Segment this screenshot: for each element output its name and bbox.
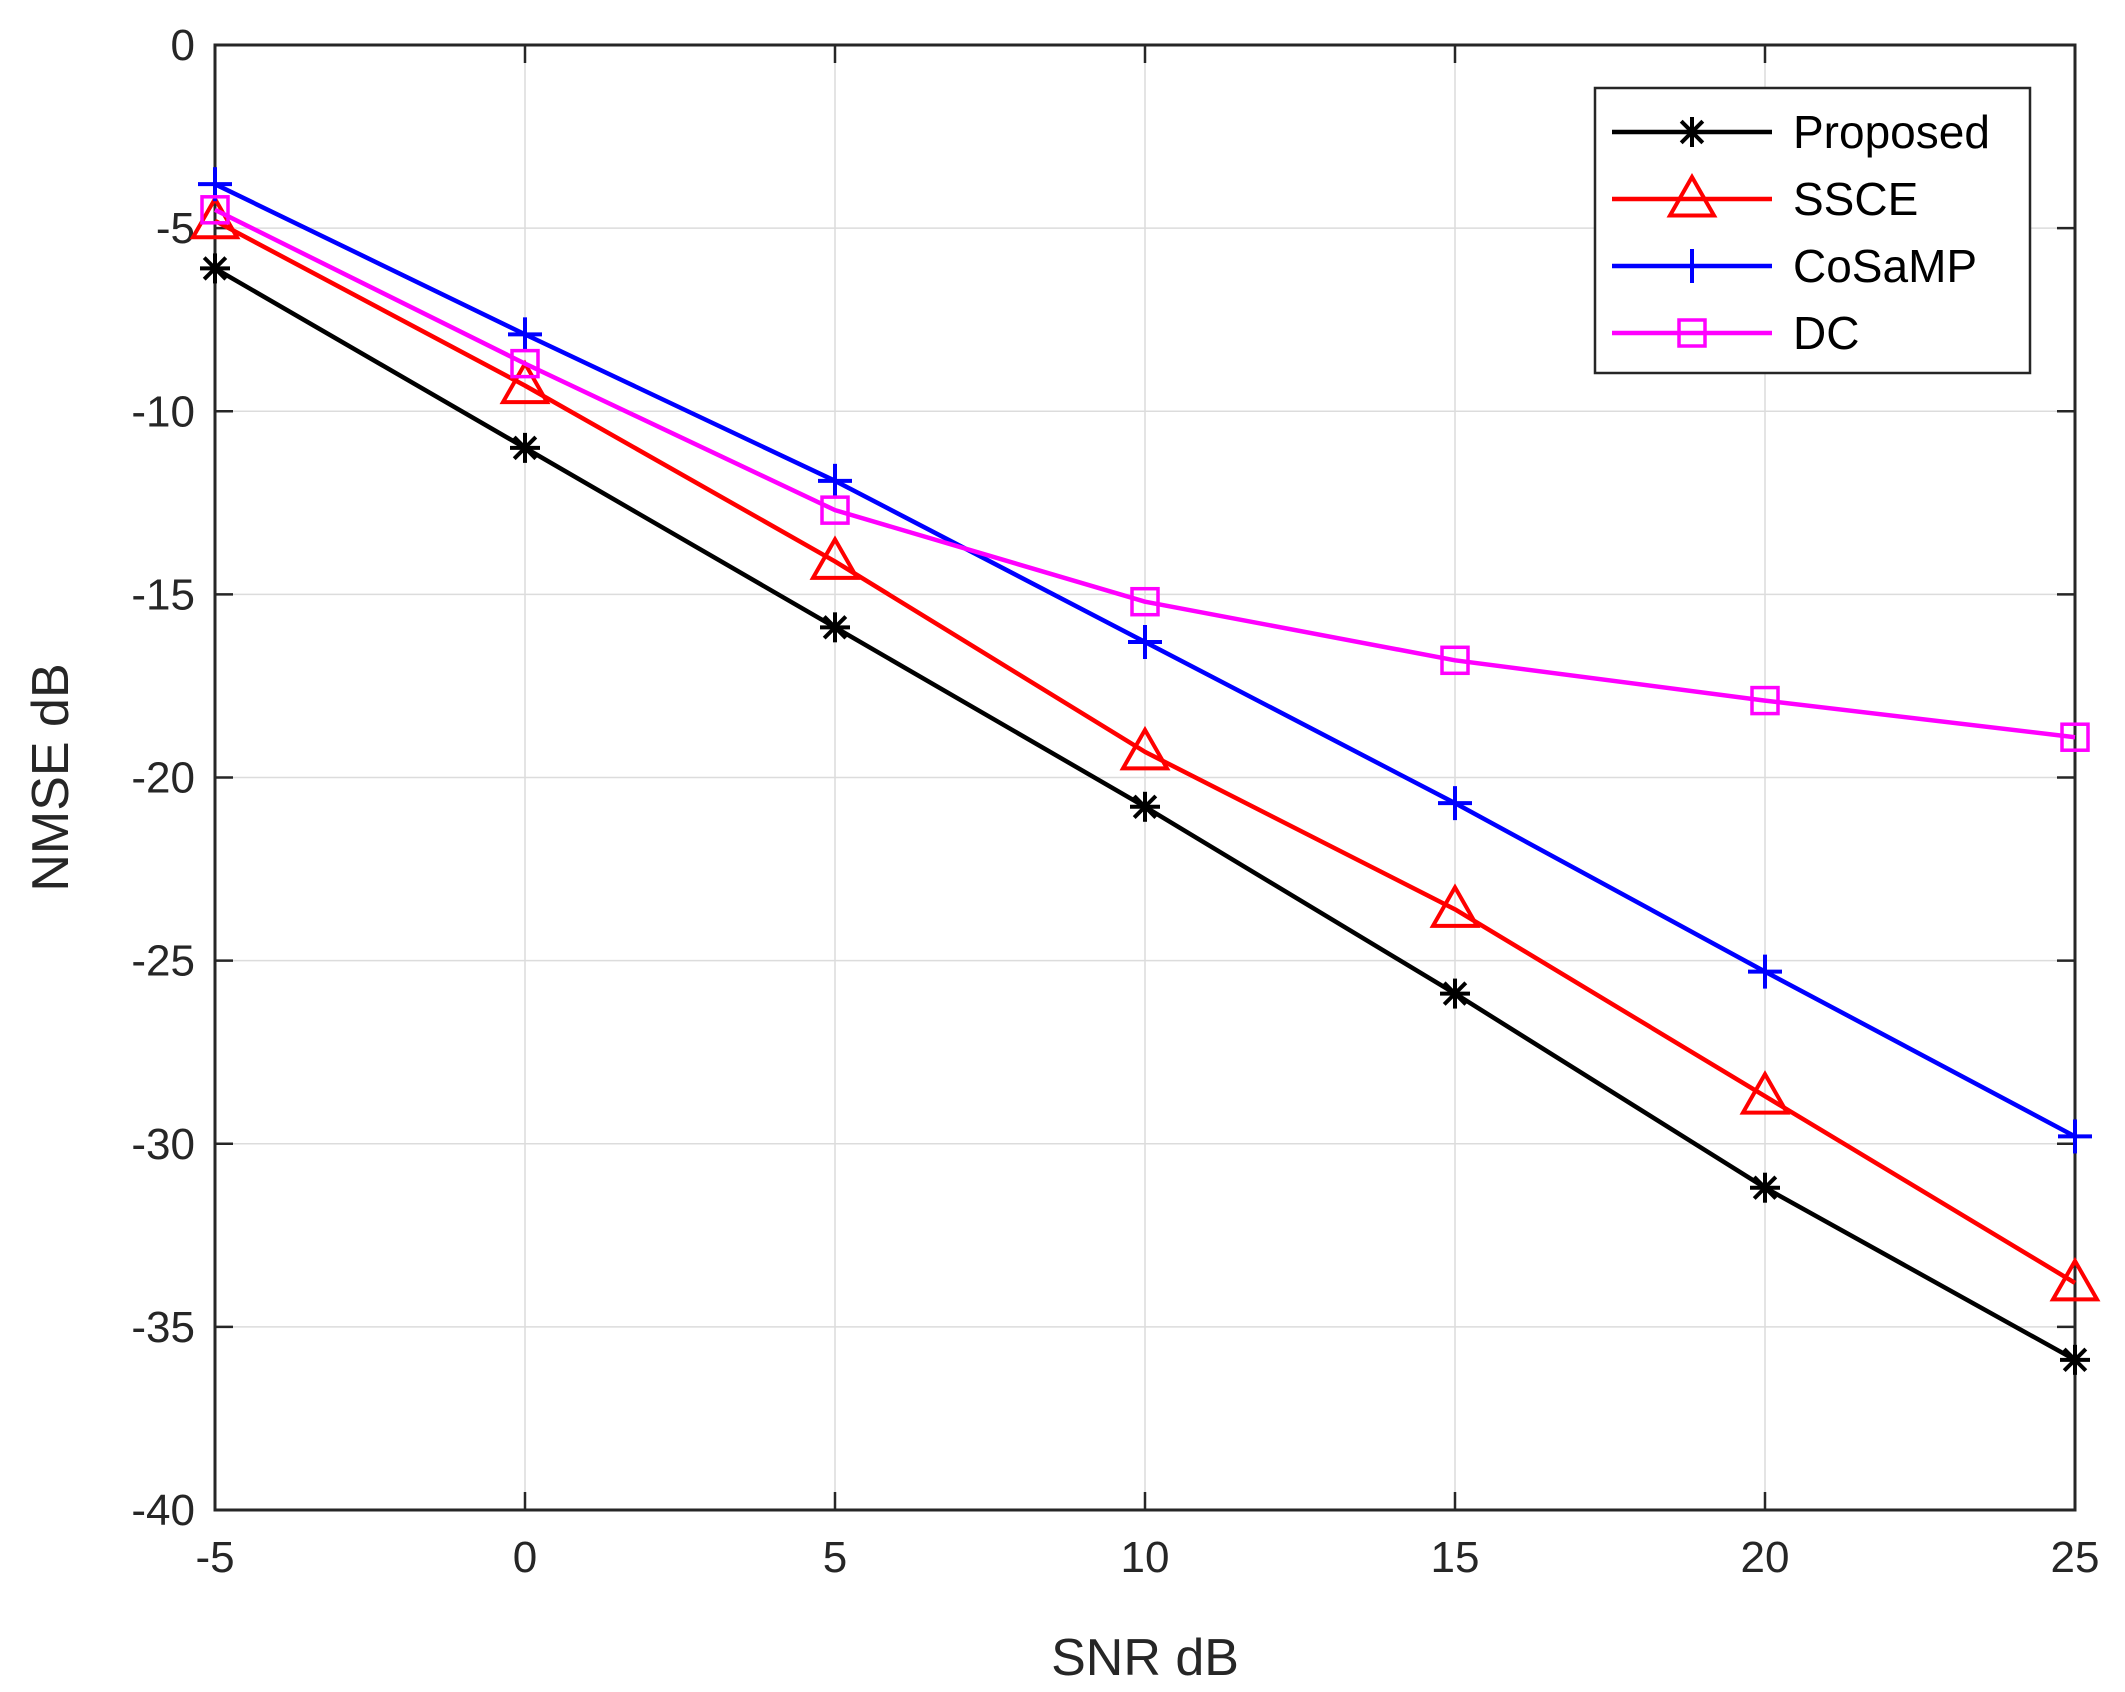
marker-shape: [820, 495, 850, 525]
y-tick-label: -5: [156, 204, 195, 253]
legend-label-proposed: Proposed: [1793, 106, 1990, 158]
marker-shape: [1440, 645, 1470, 676]
data-point-ssce: [189, 194, 241, 240]
data-point-proposed: [820, 612, 850, 643]
marker-shape: [1429, 883, 1481, 928]
data-point-dc: [1440, 645, 1470, 676]
marker-shape: [1677, 318, 1707, 348]
series-cosamp: [198, 167, 2092, 1154]
data-point-proposed: [1440, 978, 1470, 1009]
marker-stroke: [1752, 1175, 1778, 1200]
y-tick-label: -15: [131, 570, 195, 619]
data-point-cosamp: [508, 317, 542, 352]
data-point-cosamp: [1748, 954, 1782, 989]
legend-box: [1593, 86, 2032, 375]
data-point-dc: [510, 348, 540, 379]
series-line-dc: [213, 207, 2076, 740]
legend-marker-proposed: [1677, 117, 1707, 147]
marker-shape: [2049, 1256, 2101, 1302]
x-tick-label: 0: [513, 1533, 537, 1582]
y-tick-label: -20: [131, 754, 195, 803]
data-point-ssce: [809, 535, 861, 580]
data-point-proposed: [200, 253, 230, 284]
series-line-ssce: [213, 218, 2077, 1285]
marker-shape: [809, 535, 861, 580]
series-proposed: [200, 253, 2090, 1375]
data-point-ssce: [2049, 1256, 2101, 1302]
data-point-cosamp: [1438, 786, 1472, 821]
data-point-dc: [200, 195, 230, 225]
data-point-dc: [1130, 586, 1160, 617]
axis-ticks: -5 0 5 10 15 20 25 0 -5 -10 -15 -20 -25 -30 -35 -40: [131, 21, 2099, 1582]
legend-item-ssce: SSCE: [1612, 172, 1918, 225]
data-point-cosamp: [2058, 1119, 2092, 1154]
legend-item-dc: DC: [1612, 307, 1859, 359]
y-tick-label: -40: [131, 1486, 195, 1535]
legend-item-cosamp: CoSaMP: [1612, 240, 1977, 292]
data-point-proposed: [1750, 1172, 1780, 1203]
x-tick-label: 20: [1741, 1533, 1790, 1582]
legend-marker-dc: [1677, 318, 1707, 348]
marker-shape: [1666, 172, 1718, 218]
x-tick-label: 10: [1121, 1533, 1170, 1582]
data-point-ssce: [1429, 883, 1481, 928]
x-tick-label: -5: [195, 1533, 234, 1582]
y-tick-label: -30: [131, 1120, 195, 1169]
marker-shape: [200, 195, 230, 225]
x-tick-label: 5: [823, 1533, 847, 1582]
series-dc: [200, 195, 2090, 752]
legend-label-dc: DC: [1793, 307, 1859, 359]
marker-shape: [1750, 685, 1780, 716]
data-point-ssce: [1119, 725, 1171, 771]
y-tick-label: -10: [131, 387, 195, 436]
marker-stroke: [1132, 794, 1158, 820]
data-point-proposed: [510, 432, 540, 463]
marker-shape: [499, 359, 551, 405]
x-tick-label: 25: [2051, 1533, 2100, 1582]
y-tick-label: -35: [131, 1303, 195, 1352]
data-point-dc: [1750, 685, 1780, 716]
marker-stroke: [1679, 119, 1705, 145]
data-point-cosamp: [1128, 624, 1162, 659]
y-tick-label: 0: [171, 21, 195, 70]
x-tick-label: 15: [1431, 1533, 1480, 1582]
data-point-ssce: [1739, 1070, 1791, 1115]
legend-label-cosamp: CoSaMP: [1793, 240, 1977, 292]
data-point-ssce: [499, 359, 551, 405]
series-group: [189, 167, 2101, 1375]
data-point-proposed: [1130, 791, 1160, 822]
marker-shape: [1119, 725, 1171, 771]
legend-item-proposed: Proposed: [1612, 106, 1990, 158]
legend-marker-cosamp: [1675, 249, 1709, 283]
x-axis-title: SNR dB: [1051, 1629, 1239, 1687]
marker-shape: [2060, 722, 2090, 752]
marker-stroke: [202, 256, 228, 281]
y-tick-label: -25: [131, 937, 195, 986]
marker-shape: [510, 348, 540, 379]
legend-label-ssce: SSCE: [1793, 173, 1918, 225]
y-axis-title: NMSE dB: [22, 663, 80, 891]
data-point-proposed: [2060, 1344, 2090, 1375]
data-point-dc: [2060, 722, 2090, 752]
marker-stroke: [822, 615, 848, 640]
marker-shape: [1130, 586, 1160, 617]
marker-shape: [189, 194, 241, 240]
marker-shape: [1739, 1070, 1791, 1115]
marker-stroke: [2062, 1347, 2088, 1373]
series-ssce: [189, 194, 2101, 1302]
legend: Proposed SSCE CoSaMP DC: [1593, 86, 2032, 375]
marker-stroke: [1442, 981, 1468, 1006]
marker-stroke: [512, 435, 538, 461]
data-point-cosamp: [818, 463, 852, 498]
legend-marker-ssce: [1666, 172, 1718, 218]
data-point-dc: [820, 495, 850, 525]
